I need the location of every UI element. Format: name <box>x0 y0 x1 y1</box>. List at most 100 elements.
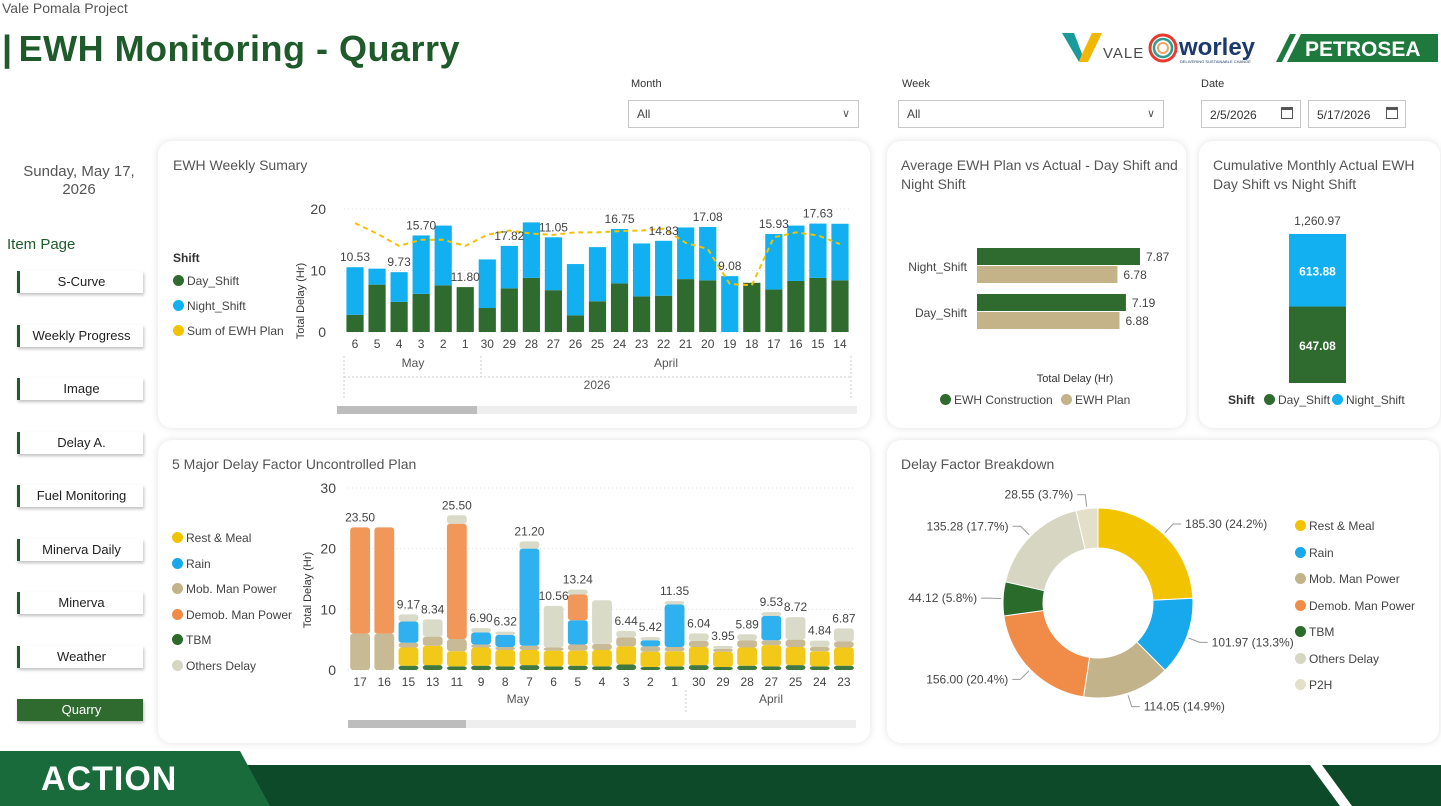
date-to-input[interactable]: 5/17/2026 <box>1308 100 1406 128</box>
ribbon-segment[interactable] <box>471 644 491 648</box>
nav-minerva-button[interactable]: Minerva <box>17 592 143 614</box>
ribbon-segment[interactable] <box>664 604 685 647</box>
ribbon-segment[interactable] <box>737 647 758 666</box>
ribbon-segment[interactable] <box>519 645 540 650</box>
calendar-icon[interactable] <box>1386 107 1398 119</box>
bar-day-shift[interactable] <box>699 280 717 332</box>
legend-item[interactable]: TBM <box>172 633 292 659</box>
ribbon-segment[interactable] <box>567 650 588 666</box>
week-dropdown[interactable]: All ∨ <box>898 100 1164 128</box>
bar-night-shift[interactable] <box>434 225 452 286</box>
weekly-scrollbar-thumb[interactable] <box>337 406 477 414</box>
ribbon-segment[interactable] <box>495 649 516 667</box>
ribbon-segment[interactable] <box>713 666 733 670</box>
ribbon-segment[interactable] <box>567 594 588 621</box>
donut-slice[interactable] <box>1003 609 1091 698</box>
ribbon-segment[interactable] <box>737 665 758 670</box>
ribbon-segment[interactable] <box>616 664 637 670</box>
bar-day-shift[interactable] <box>478 308 496 332</box>
bar-night-shift[interactable] <box>655 240 673 296</box>
nav-weekly-progress-button[interactable]: Weekly Progress <box>17 325 143 347</box>
ribbon-segment[interactable] <box>833 647 854 666</box>
ribbon-segment[interactable] <box>422 619 443 637</box>
nav-s-curve-button[interactable]: S-Curve <box>17 271 143 293</box>
bar-day-shift[interactable] <box>831 280 849 332</box>
bar-night-shift[interactable] <box>500 245 518 289</box>
ribbon-segment[interactable] <box>422 665 443 670</box>
legend-item[interactable]: Rain <box>1295 546 1415 573</box>
ribbon-segment[interactable] <box>713 646 733 649</box>
bar-day-shift[interactable] <box>522 277 540 332</box>
bar-night-shift[interactable] <box>765 234 783 290</box>
ribbon-segment[interactable] <box>446 515 467 524</box>
ribbon-segment[interactable] <box>592 600 612 644</box>
bar-day-shift[interactable] <box>566 315 585 332</box>
bar-day-shift[interactable] <box>677 279 695 332</box>
legend-day-shift[interactable]: Day_Shift <box>173 274 239 288</box>
bar-night-shift[interactable] <box>610 228 629 284</box>
ribbon-segment[interactable] <box>543 647 564 651</box>
bar-night-shift[interactable] <box>412 235 430 294</box>
ribbon-segment[interactable] <box>688 665 709 670</box>
ribbon-segment[interactable] <box>422 636 443 646</box>
donut-slice[interactable] <box>1075 507 1099 551</box>
bar-day-shift[interactable] <box>655 295 673 332</box>
bar-day-shift[interactable] <box>412 293 430 332</box>
nav-delay-a-button[interactable]: Delay A. <box>17 432 143 454</box>
ribbon-segment[interactable] <box>495 634 516 647</box>
legend-night-shift[interactable]: Night_Shift <box>173 299 246 313</box>
ribbon-segment[interactable] <box>761 616 782 641</box>
legend-item[interactable]: Others Delay <box>172 659 292 685</box>
ribbon-segment[interactable] <box>640 640 661 647</box>
ribbon-segment[interactable] <box>495 646 516 650</box>
donut-slice[interactable] <box>1004 509 1086 592</box>
ribbon-segment[interactable] <box>446 523 467 640</box>
bar-cum-day-shift[interactable] <box>1289 306 1346 383</box>
ribbon-segment[interactable] <box>616 637 637 647</box>
ribbon-segment[interactable] <box>592 649 612 667</box>
bar-day-shift[interactable] <box>434 285 452 332</box>
legend-ewh-plan-bar[interactable]: EWH Plan <box>1061 393 1130 407</box>
bar-day-shift[interactable] <box>765 289 783 332</box>
ribbon-segment[interactable] <box>761 640 782 646</box>
bar-ewh-construction[interactable] <box>977 294 1126 311</box>
donut-slice[interactable] <box>1097 507 1194 601</box>
ribbon-segment[interactable] <box>519 665 540 670</box>
legend-cum-night-shift[interactable]: Night_Shift <box>1332 393 1405 407</box>
legend-item[interactable]: TBM <box>1295 625 1415 652</box>
bar-night-shift[interactable] <box>787 225 805 281</box>
bar-day-shift[interactable] <box>544 290 563 332</box>
ribbon-segment[interactable] <box>785 646 806 666</box>
ribbon-segment[interactable] <box>471 665 491 670</box>
ribbon-segment[interactable] <box>398 614 419 622</box>
ribbon-segment[interactable] <box>785 639 806 647</box>
bar-day-shift[interactable] <box>588 301 607 332</box>
ribbon-segment[interactable] <box>471 632 491 645</box>
ribbon-segment[interactable] <box>640 651 661 667</box>
ribbon-segment[interactable] <box>519 649 540 666</box>
legend-ewh-construction[interactable]: EWH Construction <box>940 393 1053 407</box>
legend-ewh-plan[interactable]: Sum of EWH Plan <box>173 324 284 338</box>
ribbon-segment[interactable] <box>809 646 830 652</box>
ribbon-segment[interactable] <box>398 647 419 666</box>
ribbon-segment[interactable] <box>350 527 371 634</box>
ribbon-segment[interactable] <box>446 639 467 652</box>
ribbon-segment[interactable] <box>640 646 661 652</box>
ribbon-segment[interactable] <box>567 589 588 595</box>
bar-ewh-construction[interactable] <box>977 248 1140 265</box>
ribbon-segment[interactable] <box>761 645 782 667</box>
ribbon-segment[interactable] <box>688 640 709 647</box>
nav-weather-button[interactable]: Weather <box>17 646 143 668</box>
ribbon-segment[interactable] <box>640 666 661 670</box>
nav-quarry-button[interactable]: Quarry <box>17 699 143 721</box>
ribbon-segment[interactable] <box>446 651 467 667</box>
legend-item[interactable]: Others Delay <box>1295 652 1415 679</box>
ribbon-segment[interactable] <box>713 648 733 652</box>
ribbon-segment[interactable] <box>567 620 588 645</box>
ribbon-segment[interactable] <box>785 665 806 670</box>
ribbon-segment[interactable] <box>543 650 564 667</box>
ribbon-segment[interactable] <box>688 646 709 666</box>
plan-line[interactable] <box>354 222 841 287</box>
delay-scrollbar-track[interactable] <box>348 720 856 728</box>
ribbon-segment[interactable] <box>833 665 854 670</box>
